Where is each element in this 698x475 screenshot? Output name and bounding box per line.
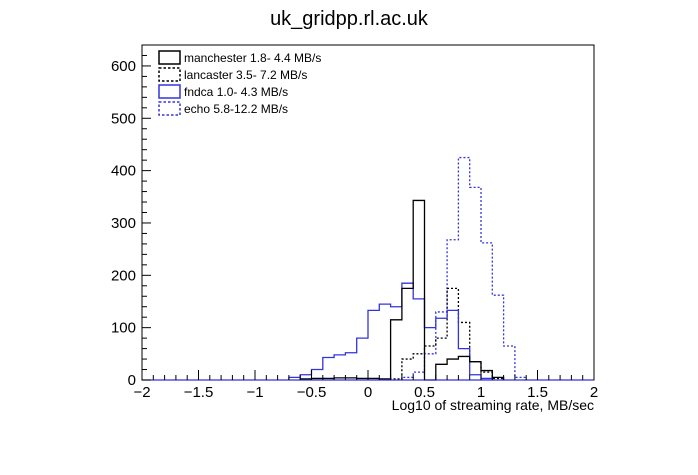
x-tick-label: 1 <box>477 384 485 401</box>
y-tick-label: 600 <box>111 58 136 75</box>
x-axis-title: Log10 of streaming rate, MB/sec <box>392 397 594 413</box>
legend-label-fndca: fndca 1.0- 4.3 MB/s <box>184 85 288 99</box>
x-tick-label: −0.5 <box>297 384 327 401</box>
x-tick-label: −1.5 <box>184 384 214 401</box>
legend-series-name: lancaster <box>184 68 236 82</box>
histogram-lancaster <box>389 287 505 380</box>
legend-series-range: 3.5- 7.2 MB/s <box>236 68 307 82</box>
legend-series-range: 5.8-12.2 MB/s <box>213 102 288 116</box>
x-axis: −2 −1.5 −1 −0.5 0 0.5 1 1.5 2 <box>133 370 598 401</box>
x-tick-label: 1.5 <box>527 384 548 401</box>
legend-series-name: fndca <box>184 85 217 99</box>
x-tick-label: 2 <box>590 384 598 401</box>
legend-series-name: echo <box>184 102 213 116</box>
legend-series-name: manchester <box>184 51 250 65</box>
legend-series-range: 1.0- 4.3 MB/s <box>217 85 288 99</box>
legend-label-lancaster: lancaster 3.5- 7.2 MB/s <box>184 68 307 82</box>
x-tick-label: −2 <box>133 384 150 401</box>
legend-label-echo: echo 5.8-12.2 MB/s <box>184 102 288 116</box>
legend-label-manchester: manchester 1.8- 4.4 MB/s <box>184 51 321 65</box>
x-tick-label: 0 <box>364 384 372 401</box>
y-tick-label: 500 <box>111 110 136 127</box>
legend-swatch-manchester <box>158 50 181 65</box>
legend-swatch-echo <box>158 101 181 116</box>
legend-series-range: 1.8- 4.4 MB/s <box>250 51 321 65</box>
histogram-echo <box>401 156 527 380</box>
histogram-manchester <box>299 199 505 381</box>
y-axis: 0 100 200 300 400 500 600 <box>111 44 151 389</box>
histogram-fndca <box>288 282 493 380</box>
histogram-series <box>142 156 594 381</box>
y-tick-label: 200 <box>111 267 136 284</box>
x-tick-label: −1 <box>246 384 263 401</box>
legend-swatch-fndca <box>158 84 181 99</box>
x-tick-label: 0.5 <box>414 384 435 401</box>
chart-title: uk_gridpp.rl.ac.uk <box>270 8 429 30</box>
legend-swatch-lancaster <box>158 67 181 82</box>
y-tick-label: 300 <box>111 215 136 232</box>
y-tick-label: 0 <box>128 372 136 389</box>
y-tick-label: 100 <box>111 320 136 337</box>
y-tick-label: 400 <box>111 163 136 180</box>
legend: manchester 1.8- 4.4 MB/s lancaster 3.5- 7… <box>158 50 321 116</box>
